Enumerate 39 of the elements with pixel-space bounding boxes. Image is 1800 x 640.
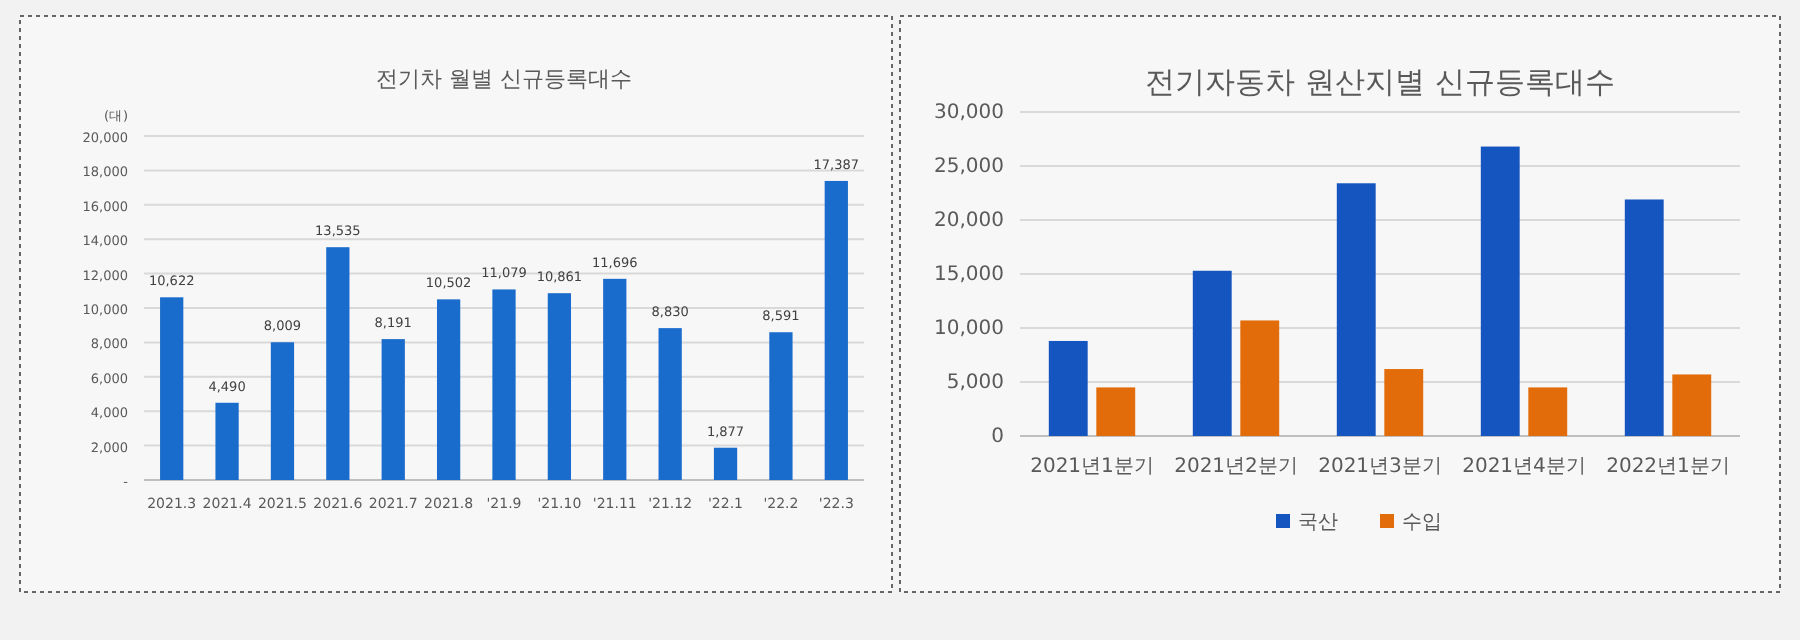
chart-title: 전기차 월별 신규등록대수: [376, 66, 632, 92]
bar: [215, 402, 239, 480]
bar: [326, 247, 350, 480]
y-tick-label: 25,000: [934, 156, 1004, 178]
bar: [1336, 183, 1376, 436]
x-tick-label: 2021년1분기: [1030, 456, 1154, 478]
bar: [1528, 387, 1568, 436]
bar: [436, 299, 461, 480]
bar: [270, 342, 295, 480]
bar: [1048, 340, 1088, 436]
y-tick-label: 10,000: [934, 318, 1004, 340]
legend-label: 국산: [1298, 512, 1338, 534]
bar: [1384, 369, 1424, 436]
bar: [381, 339, 405, 480]
bar: [547, 293, 572, 480]
x-tick-label: 2021년2분기: [1174, 456, 1298, 478]
bar: [603, 278, 627, 480]
x-tick-label: 2021년3분기: [1318, 456, 1442, 478]
bar: [492, 289, 516, 480]
bar: [1480, 146, 1520, 436]
y-tick-label: 30,000: [934, 102, 1004, 124]
y-tick-label: 5,000: [946, 372, 1004, 394]
y-tick-label: 20,000: [934, 210, 1004, 232]
bar: [1624, 199, 1664, 436]
bar: [1672, 374, 1712, 436]
bar: [769, 332, 793, 480]
y-tick-label: 15,000: [934, 264, 1004, 286]
bar: [1240, 320, 1280, 436]
x-tick-label: 2021년4분기: [1462, 456, 1586, 478]
bar: [824, 180, 848, 480]
bar: [658, 328, 682, 480]
x-tick-label: 2022년1분기: [1606, 456, 1730, 478]
bar: [160, 297, 184, 480]
legend-label: 수입: [1402, 512, 1442, 534]
bar: [1192, 270, 1232, 436]
y-tick-label: 0: [991, 426, 1004, 448]
bar: [1096, 387, 1136, 436]
bar: [713, 447, 738, 480]
chart-title: 전기자동차 원산지별 신규등록대수: [1145, 64, 1615, 100]
